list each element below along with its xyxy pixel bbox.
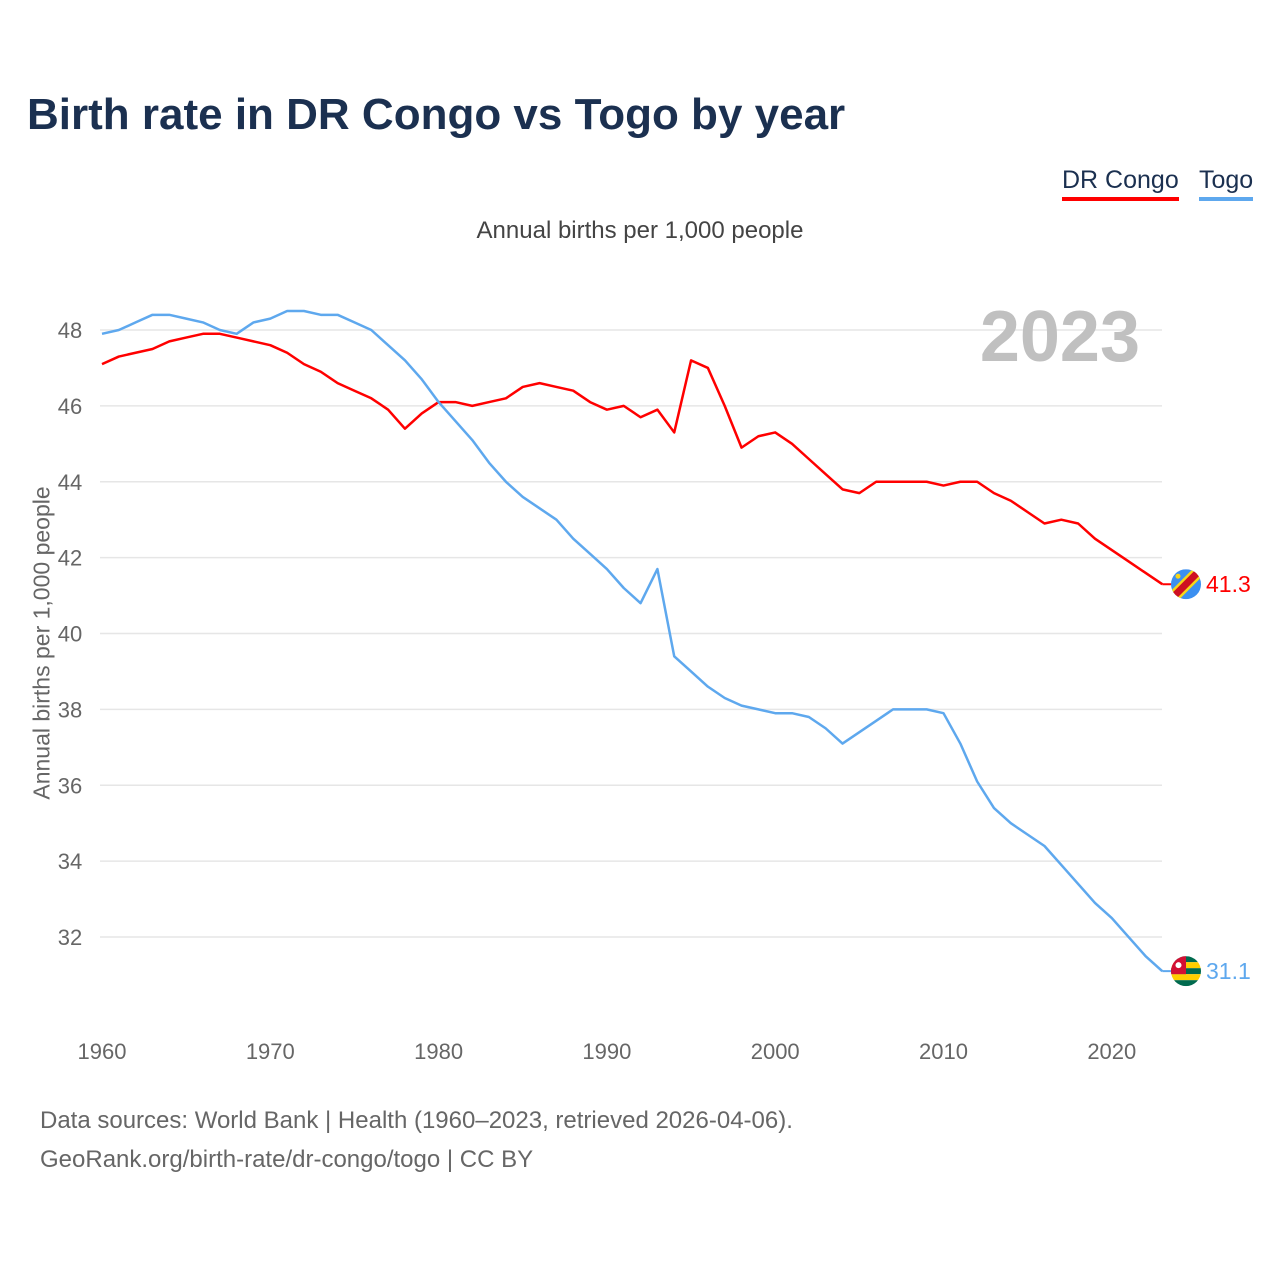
year-watermark: 2023 [980, 297, 1140, 377]
x-tick-label: 2010 [919, 1039, 968, 1064]
chart-subtitle: Annual births per 1,000 people [476, 217, 804, 244]
y-tick-label: 34 [58, 849, 82, 874]
footer-sources: Data sources: World Bank | Health (1960–… [40, 1107, 793, 1134]
y-tick-label: 42 [58, 546, 82, 571]
x-tick-label: 2020 [1087, 1039, 1136, 1064]
y-tick-label: 32 [58, 925, 82, 950]
y-tick-label: 48 [58, 318, 82, 343]
legend-dr-congo[interactable]: DR Congo [1062, 166, 1179, 201]
y-tick-label: 46 [58, 394, 82, 419]
x-tick-label: 1980 [414, 1039, 463, 1064]
y-tick-label: 44 [58, 470, 82, 495]
x-tick-label: 1990 [582, 1039, 631, 1064]
x-tick-label: 2000 [751, 1039, 800, 1064]
footer-link[interactable]: GeoRank.org/birth-rate/dr-congo/togo | C… [40, 1146, 534, 1173]
y-tick-label: 36 [58, 773, 82, 798]
chart-title: Birth rate in DR Congo vs Togo by year [27, 90, 846, 139]
legend-togo[interactable]: Togo [1199, 166, 1254, 201]
x-tick-label: 1960 [78, 1039, 127, 1064]
series-line-togo [101, 309, 1164, 973]
end-value-label: 41.3 [1206, 571, 1251, 597]
y-tick-label: 40 [58, 622, 82, 647]
end-value-label: 31.1 [1206, 958, 1251, 984]
dr-congo-flag-icon [1171, 569, 1201, 600]
togo-flag-icon [1171, 956, 1201, 987]
y-tick-label: 38 [58, 697, 82, 722]
series-line-dr-congo [101, 332, 1163, 586]
x-tick-label: 1970 [246, 1039, 295, 1064]
